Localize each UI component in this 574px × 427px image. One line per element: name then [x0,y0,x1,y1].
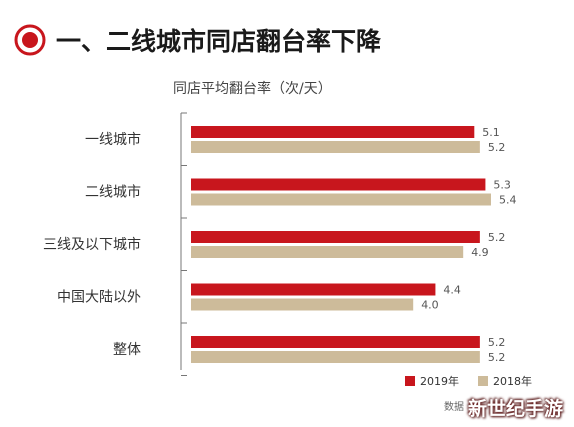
legend-swatch [478,376,488,386]
data-label: 5.2 [488,351,506,364]
category-label: 一线城市 [85,131,141,148]
watermark: 新世纪手游 [468,398,564,420]
target-icon [14,24,46,56]
data-label: 5.2 [488,141,506,154]
category-label: 三线及以下城市 [43,236,141,253]
bar-2019年-中国大陆以外 [191,283,436,296]
chart-subtitle: 同店平均翻台率（次/天） [173,80,332,97]
source-note: 数据 [444,402,464,413]
bar-2019年-整体 [191,336,480,348]
bar-2019年-二线城市 [191,178,486,191]
data-label: 4.4 [443,284,461,297]
bar-2018年-一线城市 [191,141,480,153]
bar-2018年-二线城市 [191,193,491,206]
category-label: 整体 [113,342,141,358]
data-label: 5.4 [499,194,516,207]
legend-label: 2019年 [420,374,459,388]
bar-2018年-三线及以下城市 [191,246,464,258]
page-title: 一、二线城市同店翻台率下降 [56,27,382,56]
plot-area: 一线城市 5.1 5.2 二线城市 5.3 5.4 三线及以下城市 5.2 4.9 中国大陆以外 4… [43,112,516,376]
data-label: 5.1 [482,126,500,139]
category-label: 二线城市 [85,184,141,201]
bar-2018年-中国大陆以外 [191,298,414,311]
category-label: 中国大陆以外 [57,290,141,306]
data-label: 5.2 [488,231,506,244]
legend-swatch [405,376,415,386]
data-label: 4.0 [421,299,439,312]
bar-2018年-整体 [191,351,480,363]
legend-label: 2018年 [493,374,532,388]
legend: 2019年 2018年 [405,374,532,388]
bar-2019年-三线及以下城市 [191,231,480,243]
data-label: 5.2 [488,336,506,349]
bar-2019年-一线城市 [191,126,475,138]
data-label: 4.9 [471,246,489,259]
data-label: 5.3 [493,179,511,192]
